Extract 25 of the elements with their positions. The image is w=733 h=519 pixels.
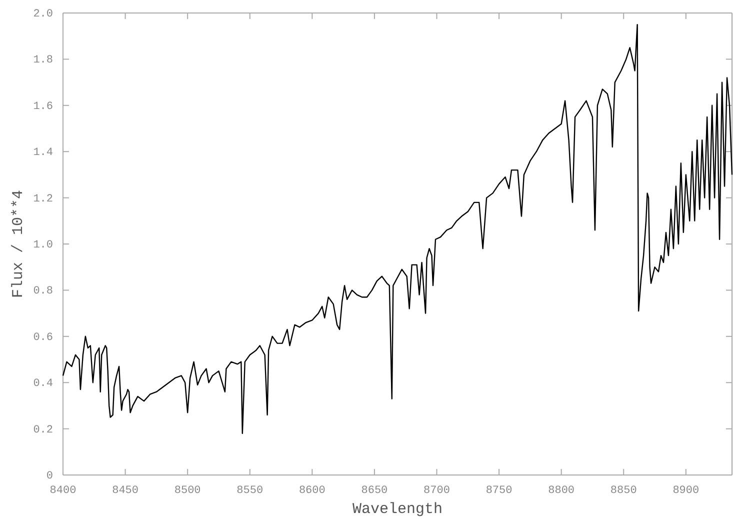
y-tick-label: 1.4: [33, 147, 54, 160]
y-tick-label: 1.8: [33, 54, 53, 67]
x-tick-label: 8850: [610, 484, 637, 497]
x-tick-label: 8500: [174, 484, 201, 497]
x-tick-label: 8450: [112, 484, 138, 497]
y-tick-label: 2.0: [33, 8, 53, 21]
y-tick-label: 0.8: [33, 286, 53, 298]
x-tick-label: 8700: [424, 484, 450, 497]
x-tick-label: 8550: [236, 484, 264, 497]
y-tick-label: 0.6: [33, 332, 53, 344]
x-tick-label: 8400: [50, 484, 76, 497]
x-tick-label: 8900: [672, 484, 700, 497]
y-tick-label: 0: [46, 470, 53, 483]
line-series: [62, 24, 733, 434]
x-tick-label: 8600: [298, 484, 326, 497]
x-axis-title: Wavelength: [352, 501, 443, 518]
y-axis-title: Flux / 10**4: [10, 190, 27, 298]
y-tick-label: 1.2: [33, 193, 53, 206]
y-tick-label: 1.0: [33, 240, 53, 252]
y-tick-label: 1.6: [33, 100, 53, 113]
x-tick-label: 8650: [361, 484, 388, 497]
x-tick-label: 8750: [486, 484, 512, 497]
x-tick-label: 8800: [548, 484, 575, 497]
y-tick-label: 0.2: [33, 424, 53, 436]
y-tick-label: 0.4: [33, 378, 54, 390]
